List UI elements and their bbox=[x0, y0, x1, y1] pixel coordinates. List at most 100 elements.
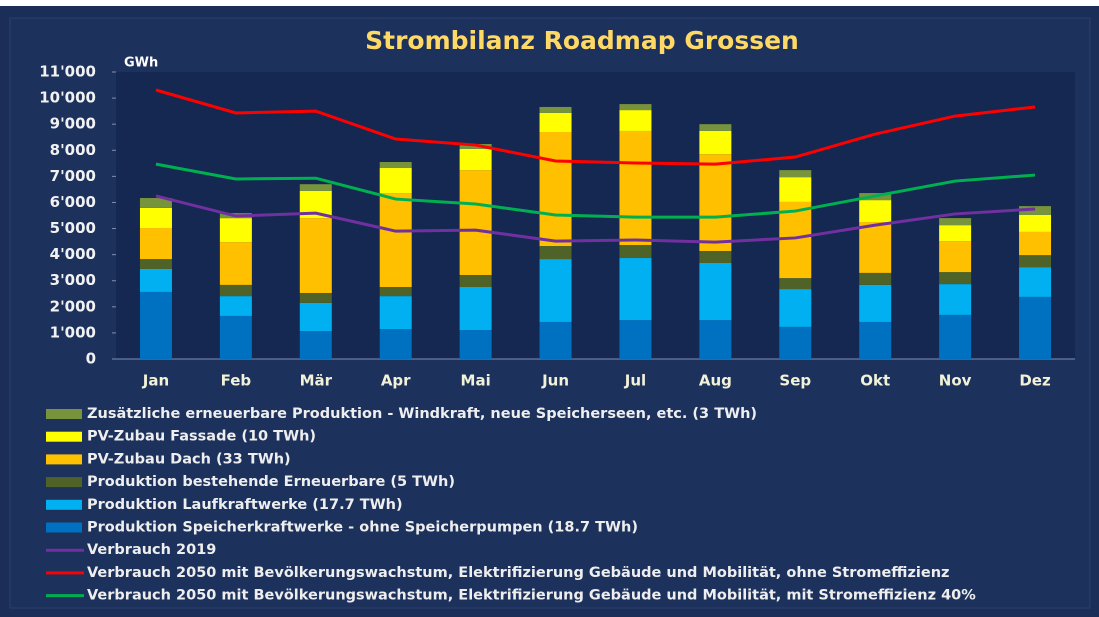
legend-swatch bbox=[46, 477, 82, 488]
bar-segment bbox=[139, 291, 172, 359]
bar-segment bbox=[459, 274, 492, 287]
line-series bbox=[155, 194, 1036, 244]
x-tick-label: Mär bbox=[300, 372, 333, 390]
bar-segment bbox=[459, 330, 492, 359]
x-tick-label: Jun bbox=[541, 372, 569, 390]
x-tick-label: Jul bbox=[624, 372, 646, 390]
bar-segment bbox=[539, 246, 572, 260]
legend-label: Verbrauch 2050 mit Bevölkerungswachstum,… bbox=[87, 565, 949, 581]
bar-segment bbox=[619, 320, 652, 359]
bar-segment bbox=[139, 259, 172, 269]
bar-segment bbox=[379, 328, 412, 359]
bar-segment bbox=[1019, 296, 1052, 359]
bar-segment bbox=[699, 130, 732, 155]
bar-segment bbox=[699, 262, 732, 321]
x-tick-label: Sep bbox=[779, 372, 811, 390]
x-tick-label: Apr bbox=[381, 372, 411, 390]
bar-segment bbox=[699, 154, 732, 251]
bar-segment bbox=[539, 112, 572, 133]
bar-segment bbox=[539, 106, 572, 113]
bar-segment bbox=[1019, 255, 1052, 268]
y-tick-label: 0 bbox=[86, 350, 96, 368]
bar-segment bbox=[299, 218, 332, 293]
line-series bbox=[155, 162, 1036, 219]
x-tick-label: Dez bbox=[1019, 372, 1051, 390]
bar-segment bbox=[1019, 206, 1052, 215]
bar-segment bbox=[939, 225, 972, 242]
y-tick-label: 11'000 bbox=[39, 63, 96, 81]
x-tick-label: Jan bbox=[142, 372, 169, 390]
bar-segment bbox=[379, 296, 412, 329]
bar-segment bbox=[299, 331, 332, 359]
y-tick-label: 8'000 bbox=[50, 141, 96, 159]
bar-segment bbox=[139, 207, 172, 229]
bar-segment bbox=[219, 296, 252, 316]
bar-segment bbox=[939, 241, 972, 273]
x-tick-label: Feb bbox=[221, 372, 252, 390]
bar-segment bbox=[139, 228, 172, 260]
bar-segment bbox=[619, 258, 652, 321]
bar-segment bbox=[859, 272, 892, 285]
bar-segment bbox=[219, 218, 252, 243]
bar-segment bbox=[859, 200, 892, 223]
bar-segment bbox=[459, 148, 492, 171]
bar-segment bbox=[139, 198, 172, 208]
x-tick-label: Okt bbox=[860, 372, 890, 390]
bar-segment bbox=[619, 104, 652, 111]
x-tick-label: Nov bbox=[939, 372, 972, 390]
bar-segment bbox=[699, 250, 732, 263]
legend-label: Produktion Laufkraftwerke (17.7 TWh) bbox=[87, 497, 403, 513]
bar-segment bbox=[1019, 214, 1052, 232]
y-tick-label: 5'000 bbox=[50, 219, 96, 237]
legend-label: Zusätzliche erneuerbare Produktion - Win… bbox=[87, 406, 757, 422]
line-series bbox=[155, 88, 1036, 166]
bar-segment bbox=[139, 268, 172, 292]
bar-segment bbox=[859, 222, 892, 273]
bar-segment bbox=[299, 184, 332, 191]
legend-swatch bbox=[46, 431, 82, 442]
y-tick-label: 2'000 bbox=[50, 297, 96, 315]
legend-swatch bbox=[46, 409, 82, 419]
bar-segment bbox=[539, 259, 572, 322]
legend-label: PV-Zubau Fassade (10 TWh) bbox=[87, 429, 316, 445]
y-tick-label: 9'000 bbox=[50, 115, 96, 133]
y-tick-label: 3'000 bbox=[50, 271, 96, 289]
legend-label: Produktion Speicherkraftwerke - ohne Spe… bbox=[87, 520, 638, 536]
bar-segment bbox=[779, 289, 812, 327]
y-tick-label: 10'000 bbox=[39, 89, 96, 107]
bar-segment bbox=[219, 242, 252, 285]
bar-segment bbox=[619, 110, 652, 131]
y-tick-label: 4'000 bbox=[50, 245, 96, 263]
bar-segment bbox=[939, 272, 972, 285]
top-strip bbox=[0, 0, 1099, 6]
bar-segment bbox=[939, 284, 972, 315]
bar-segment bbox=[299, 302, 332, 332]
bar-segment bbox=[699, 124, 732, 131]
bar-segment bbox=[859, 321, 892, 359]
bar-segment bbox=[1019, 267, 1052, 297]
x-tick-label: Mai bbox=[461, 372, 491, 390]
legend-label: Verbrauch 2050 mit Bevölkerungswachstum,… bbox=[87, 588, 976, 604]
bar-segment bbox=[779, 177, 812, 202]
bar-segment bbox=[699, 320, 732, 359]
y-tick-label: 6'000 bbox=[50, 193, 96, 211]
legend-label: Produktion bestehende Erneuerbare (5 TWh… bbox=[87, 474, 455, 490]
bar-segment bbox=[779, 201, 812, 279]
bar-segment bbox=[379, 193, 412, 287]
bar-segment bbox=[859, 284, 892, 322]
bar-segment bbox=[459, 170, 492, 275]
bar-segment bbox=[379, 162, 412, 169]
bar-segment bbox=[619, 130, 652, 245]
legend-swatch bbox=[46, 499, 82, 510]
legend-label: PV-Zubau Dach (33 TWh) bbox=[87, 451, 291, 467]
x-tick-label: Aug bbox=[699, 372, 732, 390]
legend-swatch bbox=[46, 454, 82, 465]
bar-segment bbox=[939, 314, 972, 359]
chart-title: Strombilanz Roadmap Grossen bbox=[365, 26, 799, 55]
bar-segment bbox=[779, 278, 812, 290]
y-tick-label: 7'000 bbox=[50, 167, 96, 185]
legend-label: Verbrauch 2019 bbox=[87, 542, 216, 558]
bar-segment bbox=[539, 321, 572, 359]
bar-segment bbox=[779, 170, 812, 178]
